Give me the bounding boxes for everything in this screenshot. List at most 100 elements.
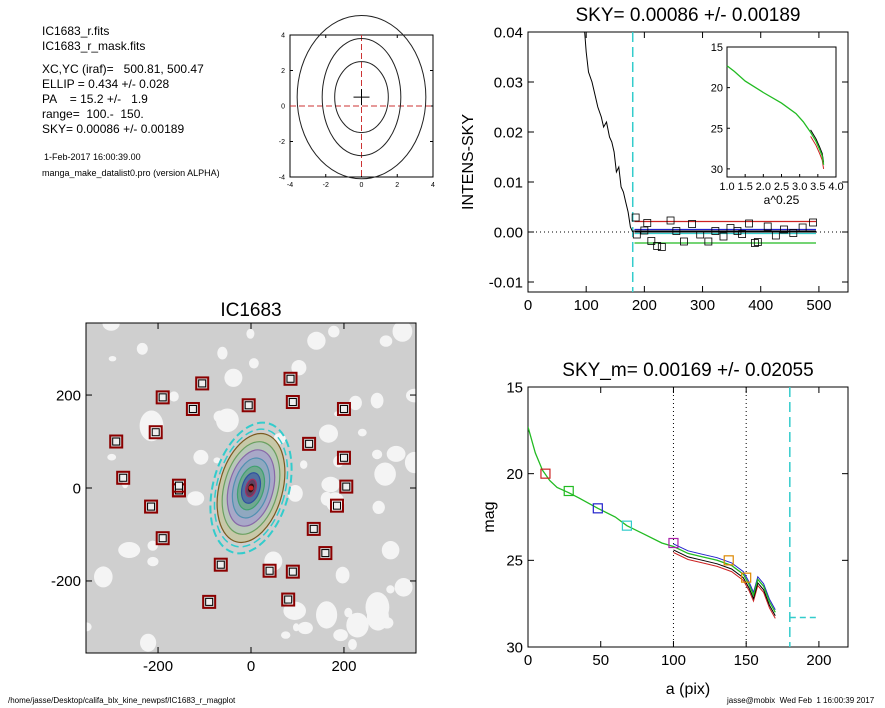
sky-data-point — [733, 227, 742, 235]
inset-curve-green — [726, 65, 825, 165]
sky-data-point — [696, 230, 705, 239]
position-angle: PA = 15.2 +/- 1.9 — [42, 92, 148, 106]
masked-region — [404, 451, 416, 474]
y-tick-label: 20 — [506, 466, 523, 483]
contour-line — [334, 61, 389, 134]
masked-region — [169, 391, 179, 402]
x-tick-label: 0 — [247, 658, 255, 675]
sky-annulus-inner — [213, 428, 289, 548]
sky-box-inner — [286, 374, 295, 383]
sky-data-point — [672, 227, 681, 235]
sky-data-point — [789, 229, 798, 237]
masked-region — [293, 623, 300, 632]
x-tick-label: -200 — [143, 658, 173, 675]
sky-box-inner — [244, 401, 253, 410]
sky-box-inner — [112, 437, 121, 446]
sky-box-outer — [336, 401, 351, 416]
sky-box-outer — [109, 434, 124, 449]
sky-box-inner — [309, 524, 318, 533]
masked-region — [333, 629, 348, 642]
sky-box-inner — [216, 560, 225, 569]
x-tick-label: 0 — [360, 182, 364, 189]
program-name: manga_make_datalist0.pro (version ALPHA) — [42, 168, 220, 178]
center-contour-panel: -4 -2 0 2 4 -4 -2 0 2 4 — [279, 14, 435, 189]
masked-region — [319, 424, 338, 443]
masked-region — [300, 460, 308, 469]
sky-box-outer — [144, 499, 159, 514]
y-tick-label: -0.01 — [489, 274, 523, 291]
y-tick-label: 25 — [506, 553, 523, 570]
y-tick-label: 0.03 — [494, 74, 523, 91]
footer-path: /home/jasse/Desktop/califa_blx_kine_newp… — [8, 696, 236, 705]
sky-box-outer — [148, 425, 163, 440]
masked-region — [307, 331, 326, 350]
masked-region — [213, 410, 227, 423]
sky-data-point — [643, 219, 652, 227]
sky-box-outer — [306, 521, 321, 536]
sky-data-point — [704, 237, 713, 246]
inset-xlabel: a^0.25 — [764, 193, 800, 207]
masked-region — [335, 566, 350, 584]
sky-box-outer — [283, 371, 298, 386]
sky-box-inner — [174, 481, 183, 490]
sky-box-outer — [116, 470, 131, 485]
masked-region — [357, 428, 367, 437]
inset-x-tick-label: 3.5 — [810, 181, 825, 193]
galaxy-center-marker — [248, 485, 254, 491]
sky-box-outer — [329, 498, 344, 513]
masked-region — [187, 491, 205, 506]
y-tick-label: 0 — [73, 480, 81, 497]
sky-data-point — [647, 237, 656, 245]
sky-profile-ylabel: INTENS-SKY — [460, 114, 477, 210]
masked-region — [349, 395, 362, 411]
sky-box-inner — [284, 595, 293, 604]
inset-y-tick-label: 30 — [711, 164, 723, 176]
mag-curve-red — [673, 552, 776, 619]
sky-box-inner — [147, 502, 156, 511]
sky-box-outer — [155, 390, 170, 405]
mag-marker-blue — [592, 503, 603, 514]
sky-data-point — [745, 219, 753, 228]
ellipticity: ELLIP = 0.434 +/- 0.028 — [42, 77, 170, 91]
sky-box-inner — [158, 534, 167, 543]
y-tick-label: 0.04 — [494, 24, 523, 41]
sky-box-inner — [158, 393, 167, 402]
masked-region — [386, 585, 395, 594]
sky-data-point — [666, 216, 675, 225]
masked-region — [147, 556, 159, 567]
sky-box-inner — [339, 453, 348, 462]
mag-marker-magenta — [668, 537, 679, 549]
sky-data-point — [711, 227, 720, 235]
masked-region — [321, 476, 340, 493]
masked-region — [94, 566, 113, 588]
masked-region — [118, 542, 141, 558]
sky-data-point — [631, 213, 640, 222]
x-tick-label: 100 — [574, 297, 599, 314]
sky-data-point — [809, 218, 817, 227]
sky-box-inner — [332, 501, 341, 510]
masked-region — [281, 631, 291, 639]
sky-box-outer — [195, 376, 210, 391]
inset-profile-panel: 1.0 1.5 2.0 2.5 3.0 3.5 4.0 15 20 25 30 a^0.25 — [711, 42, 844, 207]
sky-data-point — [719, 232, 728, 241]
sky-profile-panel: SKY= 0.00086 +/- 0.00189 INTENS-SKY 0 100 20… — [460, 5, 849, 314]
galaxy-title: IC1683 — [220, 300, 281, 321]
masked-region — [346, 612, 369, 638]
footer-user: jasse@mobix Wed Feb 1 16:00:39 2017 — [727, 696, 875, 705]
y-tick-label: -200 — [51, 573, 81, 590]
mag-curve-black — [673, 549, 776, 617]
file-name: IC1683_r.fits — [42, 24, 110, 38]
sky-box-inner — [288, 398, 297, 407]
sky-box-outer — [339, 479, 354, 494]
x-tick-label: -4 — [287, 182, 293, 189]
inset-frame — [726, 46, 837, 178]
mag-curve-blue — [673, 543, 776, 610]
sky-box-inner — [265, 566, 274, 575]
sky-data-point — [763, 222, 772, 231]
inset-x-tick-label: 3.0 — [792, 181, 807, 193]
masked-region — [108, 356, 117, 362]
masked-region — [406, 388, 416, 403]
y-tick-label: 0.02 — [494, 124, 523, 141]
center-coords: XC,YC (iraf)= 500.81, 500.47 — [42, 62, 204, 76]
masked-region — [264, 551, 283, 571]
